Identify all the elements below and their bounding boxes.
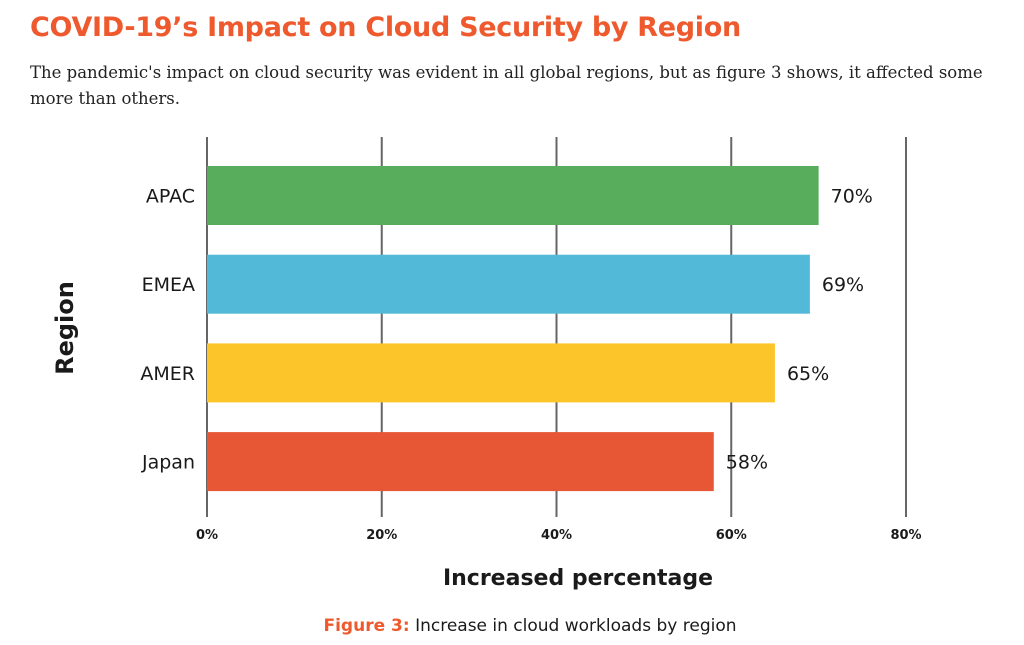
category-label-japan: Japan (141, 452, 195, 474)
category-label-apac: APAC (146, 186, 195, 208)
bar-amer (207, 343, 775, 403)
x-axis-label: Increased percentage (443, 566, 713, 591)
figure-caption: Figure 3: Increase in cloud workloads by… (0, 616, 1024, 636)
x-tick-label-2: 20% (366, 528, 397, 543)
x-tick-label-4: 60% (716, 528, 747, 543)
data-label-amer: 65% (787, 363, 829, 385)
x-tick-label-3: 40% (541, 528, 572, 543)
page-title: COVID-19’s Impact on Cloud Security by R… (30, 12, 741, 43)
x-tick-label-5: 80% (890, 528, 921, 543)
data-label-emea: 69% (822, 274, 864, 296)
figure-caption-label: Figure 3: (323, 616, 410, 636)
x-tick-label-1: 0% (196, 528, 218, 543)
data-label-japan: 58% (726, 452, 768, 474)
bar-japan (207, 432, 714, 492)
category-label-amer: AMER (140, 363, 195, 385)
page-description: The pandemic's impact on cloud security … (30, 63, 983, 108)
category-label-emea: EMEA (142, 274, 195, 296)
bar-emea (207, 254, 810, 314)
data-label-apac: 70% (831, 186, 873, 208)
bar-apac (207, 166, 819, 225)
y-axis-label: Region (51, 281, 79, 375)
figure-caption-text: Increase in cloud workloads by region (415, 616, 737, 636)
